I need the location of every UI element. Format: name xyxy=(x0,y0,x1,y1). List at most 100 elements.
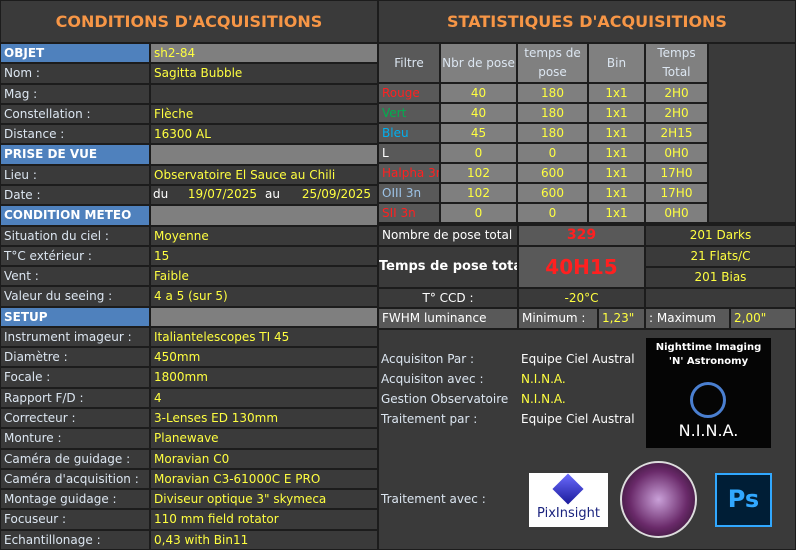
credit-value: Equipe Ciel Austral xyxy=(521,352,635,366)
credit-label: Gestion Observatoire xyxy=(381,392,509,406)
date-part: du xyxy=(153,186,169,201)
date-part: 19/07/2025 xyxy=(187,186,258,201)
row-value: Planewave xyxy=(150,428,378,449)
stat-cell: 2H15 xyxy=(645,123,708,143)
ccd-value: -20°C xyxy=(518,288,645,308)
stat-cell: 180 xyxy=(517,83,588,103)
stat-cell: 17H0 xyxy=(645,163,708,183)
stat-cell: 1x1 xyxy=(588,123,645,143)
nina-caption: Nighttime Imaging 'N' Astronomy xyxy=(655,342,762,367)
row-label: Rapport F/D : xyxy=(0,387,150,409)
total-poses-label: Nombre de pose total : xyxy=(378,225,518,246)
round-logo xyxy=(620,461,697,538)
column-header: temps de pose xyxy=(517,43,588,83)
row-label: Distance : xyxy=(0,124,150,145)
min-value: 1,23" xyxy=(598,308,645,329)
section-title: OBJET xyxy=(0,43,150,64)
ccd-label: T° CCD : xyxy=(378,288,518,308)
row-value: Diviseur optique 3" skymeca xyxy=(150,489,378,510)
row-value-bg xyxy=(150,184,378,206)
stat-cell: 40 xyxy=(440,103,517,123)
row-label: Caméra de guidage : xyxy=(0,448,150,469)
row-value: Moyenne xyxy=(150,225,378,246)
row-value: 0,43 with Bin11 xyxy=(150,529,378,550)
row-value: 4 xyxy=(150,387,378,409)
left-title: CONDITIONS D'ACQUISITIONS xyxy=(0,0,378,43)
filter-name: Bleu xyxy=(378,123,440,143)
photoshop-name: Ps xyxy=(727,485,760,513)
row-label: Valeur du seeing : xyxy=(0,286,150,307)
row-label: Lieu : xyxy=(0,164,150,185)
stat-cell: 1x1 xyxy=(588,183,645,203)
credit-value: N.I.N.A. xyxy=(521,392,566,406)
stat-cell: 40 xyxy=(440,83,517,103)
section-value: sh2-84 xyxy=(150,43,378,64)
row-value: Observatoire El Sauce au Chili xyxy=(150,164,378,185)
filter-name: OIII 3n xyxy=(378,183,440,203)
stat-cell: 1x1 xyxy=(588,163,645,183)
right-title: STATISTIQUES D'ACQUISITIONS xyxy=(378,0,796,43)
row-label: Constellation : xyxy=(0,103,150,125)
row-label: Echantillonage : xyxy=(0,529,150,550)
pixinsight-name: PixInsight xyxy=(537,506,600,521)
credit-label: Acquisiton Par : xyxy=(381,352,475,366)
photoshop-logo xyxy=(715,473,772,527)
date-part: 25/09/2025 xyxy=(301,186,372,201)
stat-cell: 180 xyxy=(517,123,588,143)
stat-cell: 0 xyxy=(440,203,517,223)
column-header: Temps Total xyxy=(645,43,708,83)
row-label: Correcteur : xyxy=(0,408,150,429)
stat-cell: 1x1 xyxy=(588,203,645,223)
credit-value: N.I.N.A. xyxy=(521,372,566,386)
row-label: Mag : xyxy=(0,83,150,104)
max-value: 2,00" xyxy=(730,308,796,329)
section-title: CONDITION METEO xyxy=(0,205,150,226)
row-label: Montage guidage : xyxy=(0,489,150,510)
filter-name: Vert xyxy=(378,103,440,123)
filter-name: Rouge xyxy=(378,83,440,103)
filter-name: Halpha 3n xyxy=(378,163,440,183)
date-part: au xyxy=(265,186,280,201)
column-header: Bin xyxy=(588,43,645,83)
stat-cell: 0 xyxy=(440,143,517,163)
stat-cell: 0 xyxy=(517,143,588,163)
stat-cell: 180 xyxy=(517,103,588,123)
row-value: Moravian C3-61000C E PRO xyxy=(150,468,378,490)
credit-label: Traitement avec : xyxy=(381,492,486,506)
stat-cell: 2H0 xyxy=(645,83,708,103)
row-label: Situation du ciel : xyxy=(0,225,150,246)
row-value: 110 mm field rotator xyxy=(150,509,378,530)
row-label: Caméra d'acquisition : xyxy=(0,468,150,490)
row-value: 15 xyxy=(150,245,378,267)
row-label: Focale : xyxy=(0,367,150,388)
row-value: 1800mm xyxy=(150,367,378,388)
row-value: Italiantelescopes TI 45 xyxy=(150,326,378,348)
row-value: Flèche xyxy=(150,103,378,125)
calibration: 21 Flats/C xyxy=(645,246,796,267)
nina-name: N.I.N.A. xyxy=(678,421,739,440)
total-time-label: Temps de pose total xyxy=(378,246,518,288)
min-label: Minimum : xyxy=(518,308,598,329)
stat-cell: 45 xyxy=(440,123,517,143)
row-label: Focuseur : xyxy=(0,509,150,530)
credit-value: Equipe Ciel Austral xyxy=(521,412,635,426)
section-title: PRISE DE VUE xyxy=(0,144,150,165)
fwhm-label: FWHM luminance xyxy=(378,308,518,329)
row-value-empty xyxy=(150,83,378,104)
row-label: T°C extérieur : xyxy=(0,245,150,267)
stat-cell: 0H0 xyxy=(645,203,708,223)
row-label: Date : xyxy=(0,184,150,206)
calibration: 201 Bias xyxy=(645,267,796,288)
row-value: Faible xyxy=(150,266,378,287)
separator xyxy=(378,223,796,225)
credit-label: Traitement par : xyxy=(381,412,478,426)
filter-name: SII 3n xyxy=(378,203,440,223)
stat-cell: 1x1 xyxy=(588,83,645,103)
nina-icon xyxy=(690,382,726,418)
total-poses: 329 xyxy=(518,225,645,246)
stat-cell: 600 xyxy=(517,163,588,183)
column-header: Nbr de pose xyxy=(440,43,517,83)
stat-cell: 1x1 xyxy=(588,103,645,123)
stat-cell: 102 xyxy=(440,163,517,183)
